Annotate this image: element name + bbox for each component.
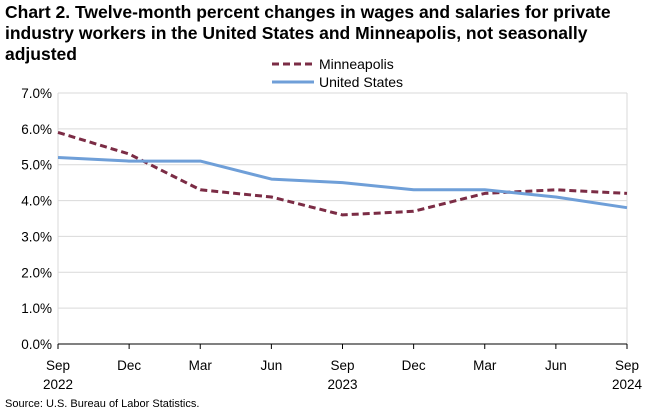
chart-title: Chart 2. Twelve-month percent changes in… [5, 2, 611, 64]
x-tick-label: Mar [189, 358, 213, 373]
y-axis-tick-labels: 0.0% 1.0% 2.0% 3.0% 4.0% 5.0% 6.0% 7.0% [21, 86, 52, 352]
x-tick-label: Jun [545, 358, 567, 373]
x-tick-label: Mar [473, 358, 497, 373]
y-tick-label: 7.0% [21, 86, 52, 101]
x-tick-year-label: 2024 [612, 377, 643, 392]
x-axis-tick-labels: Sep 2022 Dec Mar Jun Sep 2023 Dec Mar Jun Sep 2024 [43, 358, 643, 392]
x-tick-label: Dec [117, 358, 141, 373]
legend: Minneapolis United States [272, 56, 403, 90]
y-tick-label: 0.0% [21, 337, 52, 352]
gridlines [58, 92, 627, 309]
x-tick-label: Sep [330, 358, 354, 373]
axes [57, 93, 628, 349]
y-tick-label: 5.0% [21, 158, 52, 173]
x-tick-year-label: 2022 [43, 377, 73, 392]
source-note: Source: U.S. Bureau of Labor Statistics. [5, 398, 200, 410]
legend-label: United States [319, 74, 403, 90]
x-tick-label: Dec [402, 358, 426, 373]
y-tick-label: 6.0% [21, 122, 52, 137]
y-tick-label: 3.0% [21, 229, 52, 244]
x-tick-label: Jun [260, 358, 282, 373]
y-tick-label: 1.0% [21, 301, 52, 316]
x-tick-year-label: 2023 [327, 377, 357, 392]
legend-label: Minneapolis [319, 56, 394, 72]
series-line-united-states [57, 156, 628, 210]
series-line-minneapolis [57, 130, 628, 217]
x-tick-label: Sep [46, 358, 70, 373]
series-lines [57, 130, 628, 217]
x-tick-label: Sep [615, 358, 639, 373]
y-tick-label: 2.0% [21, 265, 52, 280]
y-tick-label: 4.0% [21, 194, 52, 209]
